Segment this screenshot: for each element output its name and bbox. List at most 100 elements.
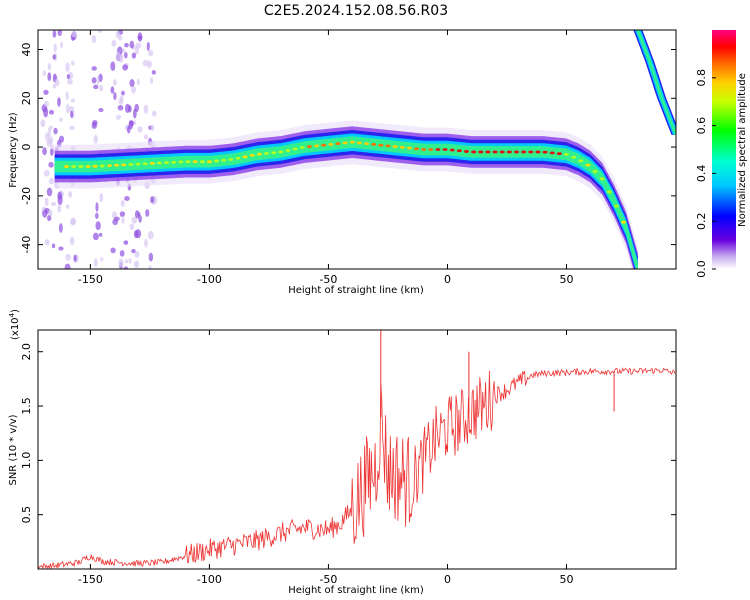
x-tick-label: 50	[559, 573, 573, 586]
noise-speck	[47, 127, 51, 138]
noise-speck	[150, 125, 155, 131]
noise-speck	[91, 66, 97, 71]
noise-speck	[119, 95, 124, 103]
noise-speck	[150, 196, 155, 204]
ridge-hotspot	[478, 150, 484, 154]
y-tick-label: 1.0	[20, 452, 33, 470]
noise-speck	[136, 78, 140, 86]
noise-speck	[70, 98, 76, 103]
noise-speck	[98, 73, 103, 83]
y-tick-label: -40	[20, 236, 33, 254]
ridge-hotspot	[92, 164, 98, 168]
noise-speck	[95, 212, 99, 219]
noise-speck	[124, 259, 129, 264]
noise-speck	[70, 110, 74, 119]
snr-xlabel: Height of straight line (km)	[288, 585, 424, 596]
ridge-hotspot	[485, 150, 491, 154]
noise-speck	[51, 243, 56, 249]
y-tick-label: 1.5	[20, 397, 33, 415]
noise-speck	[52, 54, 56, 60]
ridge-hotspot	[342, 141, 348, 145]
noise-speck	[59, 117, 63, 122]
noise-speck	[112, 79, 117, 86]
noise-speck	[43, 170, 50, 177]
noise-speck	[143, 104, 149, 114]
noise-speck	[121, 217, 125, 224]
y-tick-label: 20	[20, 91, 33, 105]
noise-speck	[143, 134, 149, 140]
noise-speck	[65, 204, 70, 209]
noise-speck	[58, 246, 64, 251]
ridge-hotspot	[199, 160, 205, 164]
noise-speck	[120, 199, 125, 207]
noise-speck	[93, 84, 99, 90]
noise-speck	[134, 251, 140, 258]
noise-speck	[98, 84, 104, 92]
y-tick-label: 2.0	[20, 343, 33, 361]
x-tick-label: 0	[444, 273, 451, 286]
noise-speck	[128, 257, 132, 264]
noise-speck	[110, 61, 116, 72]
ridge-hotspot	[506, 150, 512, 154]
ridge-hotspot	[221, 158, 227, 162]
noise-speck	[50, 148, 54, 156]
noise-speck	[92, 119, 98, 126]
noise-speck	[50, 201, 57, 207]
noise-speck	[54, 78, 60, 87]
noise-speck	[53, 127, 58, 135]
snr-series-line	[38, 367, 676, 569]
noise-speck	[131, 85, 136, 94]
noise-speck	[150, 77, 154, 84]
noise-speck	[57, 203, 62, 213]
y-tick-label: 0.5	[20, 506, 33, 524]
noise-speck	[129, 79, 135, 88]
ridge-hotspot	[178, 160, 184, 164]
colorbar-gradient	[712, 30, 736, 269]
noise-speck	[65, 253, 71, 261]
noise-speck	[113, 216, 120, 221]
noise-speck	[99, 192, 104, 203]
ridge-hotspot	[299, 146, 305, 149]
noise-speck	[119, 250, 125, 257]
ridge-hotspot	[499, 150, 505, 154]
noise-speck	[133, 229, 139, 239]
noise-speck	[47, 72, 52, 82]
ridge-hotspot	[521, 150, 527, 154]
spectrogram-ylabel: Frequency (Hz)	[8, 112, 19, 188]
ridge-hotspot	[242, 155, 248, 159]
snr-marks	[38, 330, 676, 569]
ridge-hotspot	[613, 204, 619, 208]
noise-speck	[111, 39, 117, 47]
noise-speck	[47, 62, 52, 71]
ridge-hotspot	[78, 165, 84, 168]
noise-speck	[147, 230, 154, 240]
noise-speck	[133, 260, 140, 269]
colorbar-tick-label: 0.4	[695, 165, 708, 183]
ridge-hotspot	[528, 150, 534, 154]
noise-speck	[148, 252, 154, 262]
noise-speck	[146, 41, 150, 51]
y-tick-label: -20	[20, 187, 33, 205]
snr-frame	[37, 329, 677, 570]
ridge-hotspot	[428, 148, 434, 151]
ridge-hotspot	[349, 140, 355, 144]
noise-speck	[47, 215, 52, 222]
ridge-hotspot	[214, 159, 220, 163]
ridge-hotspot	[171, 160, 177, 164]
noise-speck	[52, 30, 57, 38]
noise-speck	[46, 138, 52, 147]
noise-speck	[134, 103, 139, 113]
noise-speck	[98, 232, 103, 237]
x-tick-label: 0	[444, 573, 451, 586]
ridge-hotspot	[535, 150, 541, 154]
spectrogram-xlabel: Height of straight line (km)	[288, 285, 424, 296]
colorbar-ticks: 0.0 0.2 0.4 0.6 0.8	[695, 69, 716, 278]
ridge-hotspot	[292, 147, 298, 151]
ridge-hotspot	[414, 147, 420, 151]
ridge-hotspot	[492, 150, 498, 154]
ridge-hotspot	[371, 142, 377, 146]
colorbar: 0.0 0.2 0.4 0.6 0.8 Normalized spectral ampl…	[695, 30, 748, 278]
noise-speck	[57, 195, 63, 205]
snr-panel: -150 -100 -50 0 50 0.5 1.0 1.5 2.0 Height of str…	[8, 309, 677, 596]
ridge-hotspot	[571, 155, 577, 159]
